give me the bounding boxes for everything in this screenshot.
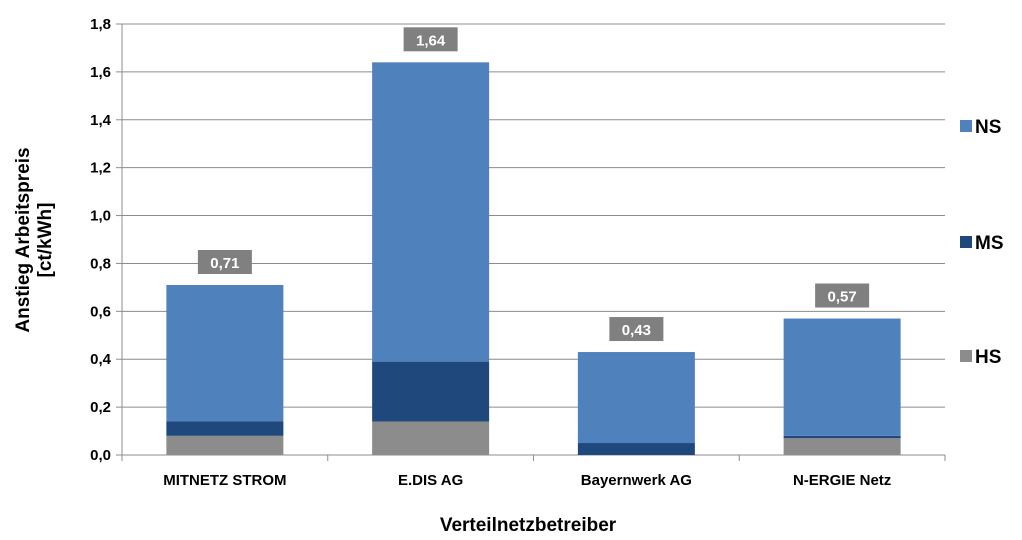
y-tick-label: 1,8 — [90, 16, 111, 33]
data-label-box — [609, 317, 664, 342]
y-axis-title-line2: [ct/kWh] — [35, 203, 56, 278]
x-category-labels: MITNETZ STROM E.DIS AG Bayernwerk AG N-ERGI… — [163, 472, 891, 489]
data-label: 1,64 — [416, 32, 446, 49]
data-label: 0,71 — [210, 255, 239, 272]
bar-hs-3 — [783, 438, 901, 455]
y-tick-label: 0,0 — [90, 447, 111, 464]
bar-hs-0 — [166, 435, 284, 455]
bar-ms-3 — [783, 435, 901, 439]
bar-ns-3 — [783, 318, 901, 436]
y-tick-label: 0,8 — [90, 255, 111, 272]
bar-ms-2 — [577, 443, 695, 455]
bar-ns-1 — [372, 62, 490, 362]
x-axis-title: Verteilnetzbetreiber — [440, 515, 617, 536]
data-labels: 0,71 1,64 0,43 0,57 — [197, 27, 870, 342]
bar-ns-2 — [577, 352, 695, 444]
y-tick-label: 1,4 — [90, 112, 112, 129]
legend-label-ns: NS — [975, 117, 1001, 138]
x-category-label: Bayernwerk AG — [581, 472, 692, 489]
y-tick-labels: 0,0 0,2 0,4 0,6 0,8 1,0 1,2 1,4 1,6 1,8 — [90, 16, 112, 464]
bar-hs-1 — [372, 421, 490, 455]
bar-ms-0 — [166, 421, 284, 436]
data-label: 0,57 — [828, 289, 857, 306]
bar-ns-0 — [166, 284, 284, 422]
bars — [166, 62, 901, 455]
legend-label-hs: HS — [975, 347, 1001, 368]
x-category-label: E.DIS AG — [398, 472, 463, 489]
legend: NS MS HS — [960, 117, 1004, 368]
data-label-box — [403, 27, 458, 52]
y-tick-label: 1,0 — [90, 208, 111, 225]
y-tick-label: 0,6 — [90, 303, 111, 320]
x-category-label: MITNETZ STROM — [163, 472, 286, 489]
legend-swatch-hs — [960, 350, 972, 362]
y-tick-label: 1,6 — [90, 64, 111, 81]
y-tick-label: 0,2 — [90, 399, 111, 416]
data-label-box — [197, 249, 252, 274]
bar-ms-1 — [372, 361, 490, 422]
x-category-label: N-ERGIE Netz — [793, 472, 891, 489]
legend-swatch-ms — [960, 236, 972, 248]
y-tick-label: 1,2 — [90, 160, 111, 177]
legend-label-ms: MS — [975, 233, 1004, 254]
y-tick-label: 0,4 — [90, 351, 112, 368]
legend-swatch-ns — [960, 120, 972, 132]
y-axis-title-line1: Anstieg Arbeitspreis — [13, 147, 34, 332]
data-label-box — [815, 283, 870, 308]
data-label: 0,43 — [622, 322, 651, 339]
